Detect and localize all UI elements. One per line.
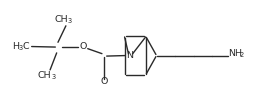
Text: CH: CH [38,71,51,80]
Text: CH: CH [54,15,68,24]
Text: 3: 3 [51,74,55,80]
Text: 3: 3 [68,18,72,24]
Text: N: N [126,51,133,60]
Text: O: O [79,42,87,51]
Text: 2: 2 [239,52,244,58]
Text: H: H [12,42,19,51]
Text: C: C [22,42,29,51]
Text: 3: 3 [19,45,23,51]
Text: NH: NH [228,49,242,58]
Text: O: O [100,77,108,86]
